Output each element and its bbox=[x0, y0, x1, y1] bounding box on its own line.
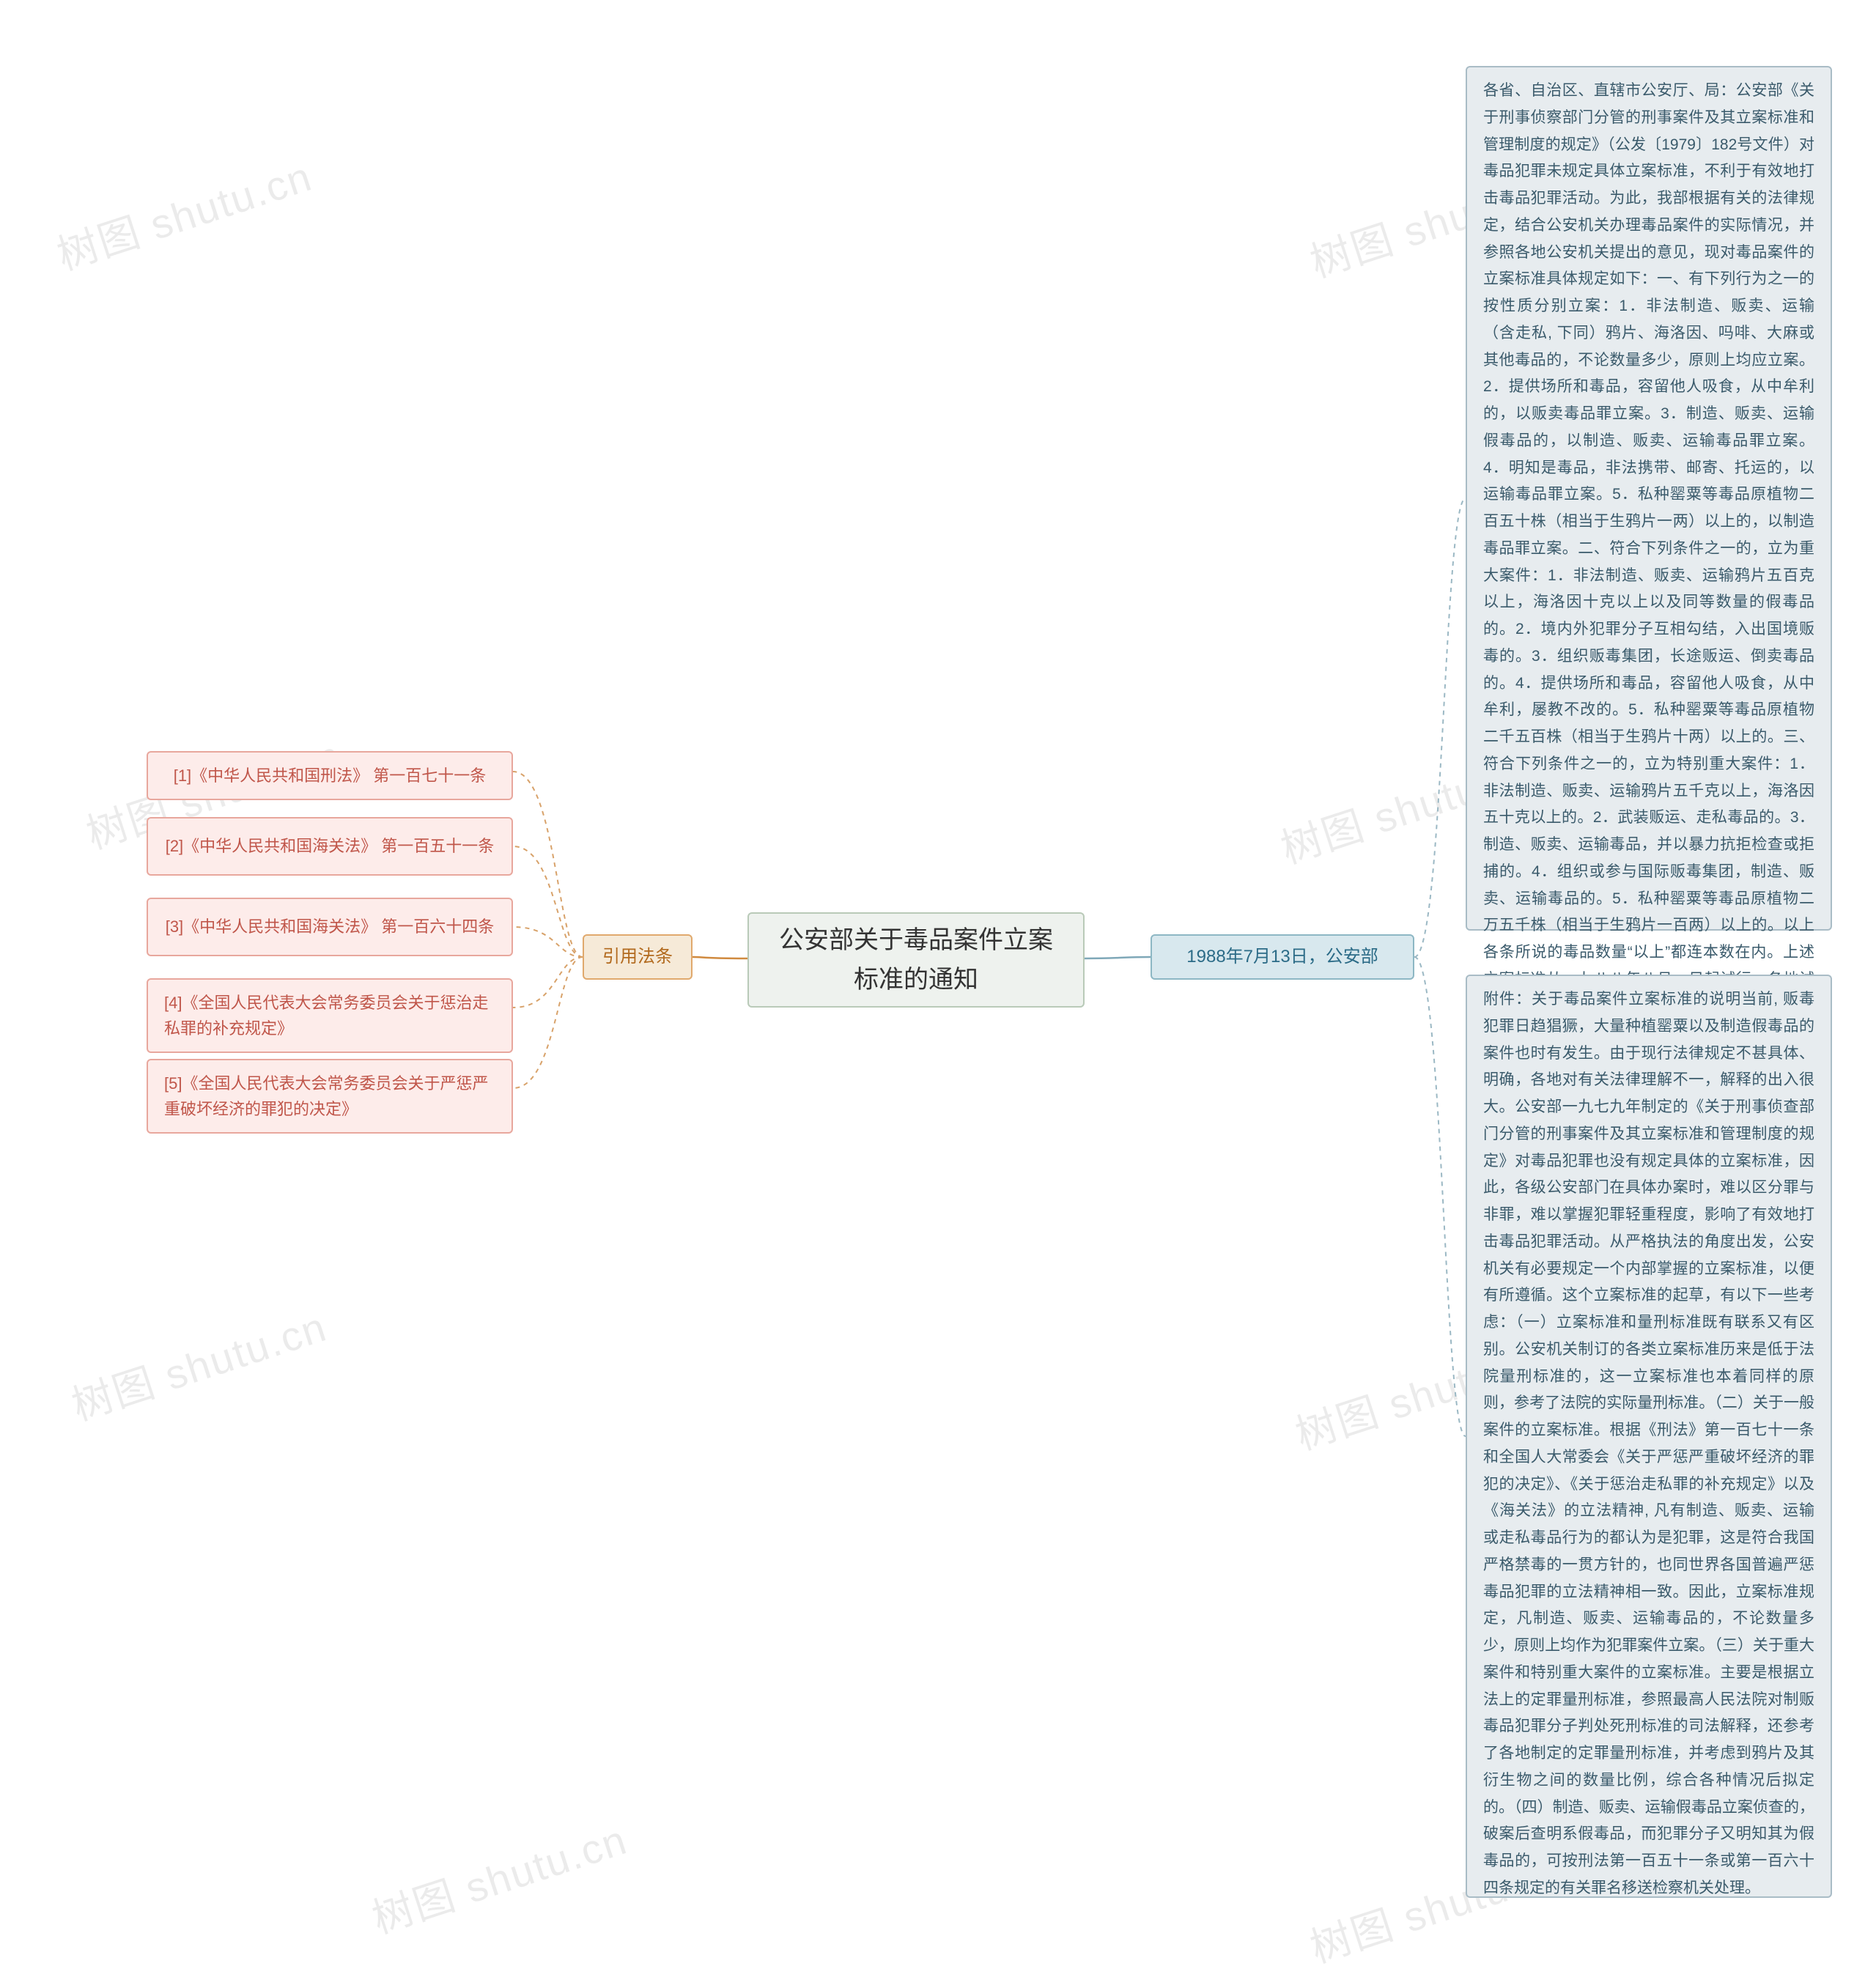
ref-text: [1]《中华人民共和国刑法》 第一百七十一条 bbox=[174, 763, 487, 788]
cite-label: 引用法条 bbox=[602, 943, 673, 971]
ref-node-2[interactable]: [2]《中华人民共和国海关法》 第一百五十一条 bbox=[147, 817, 513, 876]
ref-text: [5]《全国人民代表大会常务委员会关于严惩严重破坏经济的罪犯的决定》 bbox=[164, 1071, 495, 1122]
ref-node-5[interactable]: [5]《全国人民代表大会常务委员会关于严惩严重破坏经济的罪犯的决定》 bbox=[147, 1059, 513, 1134]
watermark: 树图 shutu.cn bbox=[63, 1294, 333, 1433]
center-node[interactable]: 公安部关于毒品案件立案 标准的通知 bbox=[747, 912, 1085, 1008]
ref-text: [3]《中华人民共和国海关法》 第一百六十四条 bbox=[166, 914, 495, 939]
watermark: 树图 shutu.cn bbox=[48, 144, 319, 282]
ref-node-3[interactable]: [3]《中华人民共和国海关法》 第一百六十四条 bbox=[147, 898, 513, 956]
center-title-line2: 标准的通知 bbox=[854, 960, 978, 999]
long-text-2: 附件：关于毒品案件立案标准的说明当前, 贩毒犯罪日趋猖獗，大量种植罂粟以及制造假… bbox=[1483, 986, 1814, 1902]
center-title-line1: 公安部关于毒品案件立案 bbox=[779, 920, 1053, 960]
ref-node-1[interactable]: [1]《中华人民共和国刑法》 第一百七十一条 bbox=[147, 751, 513, 800]
ref-text: [4]《全国人民代表大会常务委员会关于惩治走私罪的补充规定》 bbox=[164, 990, 495, 1041]
date-org-node[interactable]: 1988年7月13日，公安部 bbox=[1151, 934, 1414, 980]
long-text-1: 各省、自治区、直辖市公安厅、局：公安部《关于刑事侦察部门分管的刑事案件及其立案标… bbox=[1483, 78, 1814, 1020]
long-text-node-1[interactable]: 各省、自治区、直辖市公安厅、局：公安部《关于刑事侦察部门分管的刑事案件及其立案标… bbox=[1466, 66, 1832, 931]
cite-node[interactable]: 引用法条 bbox=[583, 934, 693, 980]
date-org-text: 1988年7月13日，公安部 bbox=[1186, 943, 1378, 971]
ref-text: [2]《中华人民共和国海关法》 第一百五十一条 bbox=[166, 833, 495, 859]
watermark: 树图 shutu.cn bbox=[363, 1807, 634, 1945]
ref-node-4[interactable]: [4]《全国人民代表大会常务委员会关于惩治走私罪的补充规定》 bbox=[147, 978, 513, 1053]
mindmap-canvas: 树图 shutu.cn 树图 shutu.cn 树图 shutu.cn 树图 s… bbox=[0, 0, 1876, 1966]
long-text-node-2[interactable]: 附件：关于毒品案件立案标准的说明当前, 贩毒犯罪日趋猖獗，大量种植罂粟以及制造假… bbox=[1466, 975, 1832, 1898]
